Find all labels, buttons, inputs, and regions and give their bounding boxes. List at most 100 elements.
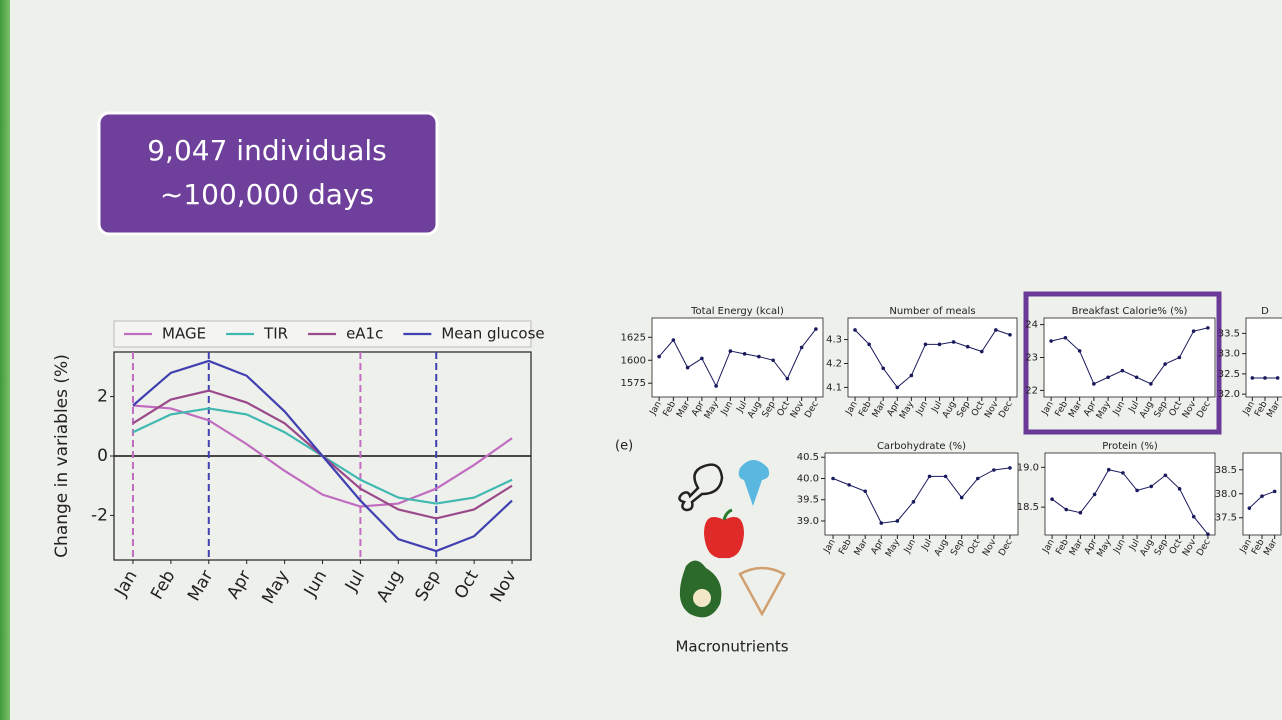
x-tick-label: Dec [997,538,1014,558]
point [863,489,868,494]
point [799,345,804,350]
side-strip [0,0,10,720]
x-tick-label: Jun [1111,538,1127,556]
y-tick-label: 19.0 [1017,462,1039,473]
plot-frame [1242,452,1282,536]
point [1177,355,1182,360]
chart-title: Protein (%) [1102,441,1158,452]
y-tick-label: 33.0 [1218,349,1240,360]
x-tick-label: Mar [871,399,888,419]
point [1135,488,1139,493]
y-tick-label: 32.5 [1218,369,1240,380]
x-tick-label: May [884,537,902,559]
y-tick-label: 2 [97,387,108,407]
y-tick-label: 32.0 [1218,389,1240,400]
point [927,474,932,479]
x-tick-label: Aug [746,400,763,420]
x-tick-label: May [703,399,721,421]
apple-leaf [722,508,733,521]
point [923,342,928,347]
point [1263,376,1267,380]
highlight-box [1023,291,1222,435]
chart-title: Total Energy (kcal) [690,306,784,317]
x-tick-label: Jan [111,567,142,601]
legend-label: eA1c [346,325,383,343]
y-tick-label: 1575 [621,378,646,389]
x-tick-label: Jan [844,400,860,418]
x-tick-label: Aug [1138,400,1155,420]
point [1206,326,1210,330]
legend-label: TIR [263,325,288,343]
point [1149,382,1153,386]
series-line [1051,327,1208,385]
point [1134,375,1139,380]
point [728,349,733,353]
pizza-icon [738,566,786,617]
point [1206,532,1210,537]
food-icons [678,460,786,618]
y-tick-label: 4.2 [826,358,842,369]
y-tick-label: 33.5 [1218,328,1240,339]
chart-title: Number of meals [889,306,975,317]
x-tick-label: Dec [803,400,820,420]
point [895,385,900,390]
series-line [132,404,513,508]
point [881,366,886,371]
x-tick-label: Aug [941,400,958,420]
series-line [1051,469,1209,535]
callout-line: 9,047 individuals [147,134,387,167]
plot-frame [1043,317,1216,398]
series-line [658,328,817,388]
y-tick-label: 0 [97,446,108,466]
point [1275,376,1280,380]
point [1078,510,1083,515]
point [814,327,818,331]
point [1008,332,1012,337]
series-line [132,359,513,553]
point [909,373,914,378]
x-tick-label: Nov [983,399,1001,420]
point [1247,506,1252,510]
x-tick-label: Mar [1262,537,1279,557]
point [785,376,790,381]
y-tick-label: 40.5 [797,452,819,463]
x-tick-label: Aug [1139,538,1156,558]
x-tick-label: Nov [487,567,521,606]
series-line [832,467,1011,524]
y-tick-label: 22 [1025,385,1038,396]
y-tick-label: 39.0 [797,516,819,527]
x-tick-label: Dec [1195,538,1212,558]
chart-title: Breakfast Calorie% (%) [1072,306,1188,317]
point [979,349,984,354]
point [1191,514,1196,519]
y-tick-label: 18.5 [1017,502,1039,513]
point [742,352,747,356]
x-tick-label: Oct [451,567,483,603]
point [1250,376,1255,380]
x-tick-label: Jun [1111,400,1127,418]
x-tick-label: Jan [822,538,838,556]
point [1177,487,1182,491]
avocado-seed [693,589,711,607]
x-tick-label: Mar [1068,537,1085,557]
y-tick-label: 37.5 [1215,513,1237,524]
x-tick-label: Mar [675,399,692,419]
x-tick-label: Aug [933,538,950,558]
x-tick-label: Jul [920,538,935,553]
point [1064,507,1069,512]
plot-frame [1245,317,1282,398]
x-tick-label: May [1096,537,1114,559]
y-tick-label: 24 [1025,320,1038,331]
drumstick-icon [678,463,724,512]
y-tick-label: 4.3 [826,335,842,346]
x-tick-label: Sep [412,567,445,605]
point [847,483,851,487]
x-tick-label: Feb [837,538,854,557]
point [671,338,676,342]
avocado-icon [679,560,722,618]
x-tick-label: Sep [1153,538,1170,558]
point [1077,349,1082,353]
point [1149,484,1154,489]
x-tick-label: Mar [1265,399,1282,419]
